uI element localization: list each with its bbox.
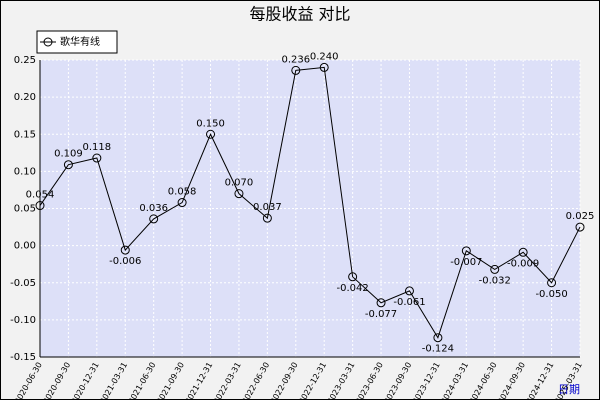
- data-label: 0.118: [83, 142, 112, 153]
- legend-box: [36, 30, 118, 54]
- data-label: 0.058: [168, 187, 197, 198]
- legend-label: 歌华有线: [60, 35, 100, 48]
- data-point: [575, 222, 585, 232]
- data-label: -0.050: [535, 289, 567, 300]
- data-point: [433, 333, 443, 343]
- data-label: -0.124: [422, 344, 454, 355]
- y-tick-label: -0.10: [10, 315, 36, 326]
- x-axis-label: 日期: [558, 383, 580, 396]
- data-label: 0.054: [26, 190, 55, 201]
- data-point: [149, 214, 159, 224]
- legend-marker: [43, 37, 53, 47]
- data-label: -0.006: [109, 256, 141, 267]
- legend: 歌华有线: [36, 30, 118, 54]
- data-label: 0.037: [253, 202, 282, 213]
- y-tick-label: 0.25: [14, 55, 36, 66]
- y-tick-label: 0.15: [14, 129, 36, 140]
- data-point: [348, 272, 358, 282]
- data-point: [319, 62, 329, 72]
- data-label: 0.109: [54, 149, 83, 160]
- data-point: [518, 247, 528, 257]
- data-point: [63, 160, 73, 170]
- data-point: [35, 201, 45, 211]
- data-point: [92, 153, 102, 163]
- data-point: [490, 264, 500, 274]
- data-point: [234, 189, 244, 199]
- data-point: [120, 245, 130, 255]
- data-label: -0.042: [337, 283, 369, 294]
- chart-title: 每股收益 对比: [249, 5, 350, 24]
- data-label: 0.240: [310, 51, 339, 62]
- data-point: [177, 198, 187, 208]
- data-point: [376, 298, 386, 308]
- data-label: -0.061: [393, 297, 425, 308]
- data-point: [262, 213, 272, 223]
- data-label: -0.032: [479, 275, 511, 286]
- y-tick-label: 0.05: [14, 204, 36, 215]
- data-label: 0.236: [281, 54, 310, 65]
- y-tick-label: 0.10: [14, 166, 36, 177]
- y-tick-label: -0.05: [10, 278, 36, 289]
- data-label: 0.025: [566, 211, 595, 222]
- data-point: [461, 246, 471, 256]
- series-line: [39, 66, 581, 339]
- data-label: -0.009: [507, 258, 539, 269]
- y-tick-label: -0.15: [10, 352, 36, 363]
- data-point: [206, 129, 216, 139]
- data-point: [547, 278, 557, 288]
- data-label: 0.070: [225, 178, 254, 189]
- data-label: 0.150: [196, 118, 225, 129]
- data-label: -0.007: [450, 257, 482, 268]
- data-point: [291, 65, 301, 75]
- data-point: [404, 286, 414, 296]
- data-label: 0.036: [139, 203, 168, 214]
- data-label: -0.077: [365, 309, 397, 320]
- y-tick-label: 0.20: [14, 92, 36, 103]
- y-tick-label: 0.00: [14, 241, 36, 252]
